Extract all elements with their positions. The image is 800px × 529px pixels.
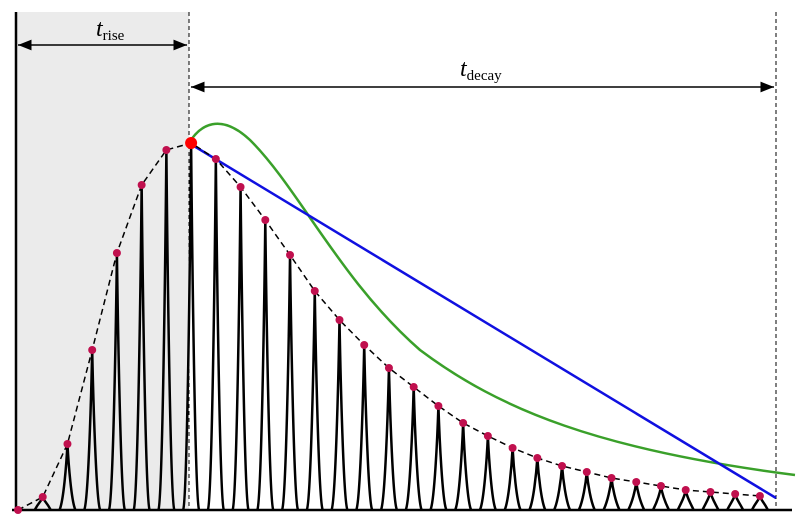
pulse (355, 344, 374, 511)
peak-dot-small (582, 468, 591, 476)
peak-dot-small (14, 506, 22, 514)
peak-dot-small (335, 316, 344, 324)
linear-fit (188, 141, 777, 500)
pulse (280, 254, 300, 511)
peak-dot-small (483, 432, 492, 440)
decay-symbol: t (460, 56, 468, 82)
rise-label: trise (96, 16, 125, 44)
pulses (14, 137, 770, 514)
peak-dot-small (656, 482, 665, 490)
pulse (627, 481, 646, 511)
pulse (528, 457, 547, 511)
peak-dot-small (434, 402, 443, 410)
peak-dot-small (360, 341, 369, 349)
peak-dot-small (236, 183, 245, 191)
pulse (503, 447, 522, 511)
rise-subscript: rise (103, 28, 125, 44)
peak-dot-small (681, 486, 690, 494)
peak-dot-small (112, 249, 121, 257)
pulse (404, 386, 423, 511)
peak-dot-small (63, 440, 72, 448)
rise-region (16, 12, 189, 510)
peak-dot-small (162, 146, 171, 154)
peak-dot-small (755, 492, 764, 500)
pulse (330, 319, 349, 511)
peak-dot-small (137, 181, 146, 189)
peak-dot-small (607, 474, 616, 482)
pulse (577, 471, 596, 511)
decay-subscript: decay (467, 68, 502, 84)
peak-dot-small (384, 364, 393, 372)
peak-dot (185, 137, 198, 149)
pulse (478, 435, 498, 511)
pulse (453, 422, 473, 511)
peak-dot-small (731, 490, 740, 498)
peak-dot-small (533, 454, 542, 462)
peak-dot-small (558, 462, 567, 470)
peak-dot-small (706, 488, 715, 496)
peak-dot-small (261, 216, 270, 224)
peak-dot-small (409, 383, 418, 391)
peak-dot-small (211, 155, 220, 163)
peak-dot-small (286, 251, 295, 259)
rise-symbol: t (96, 16, 104, 42)
pulse (231, 186, 250, 511)
pulse (206, 158, 226, 511)
pulse (305, 290, 324, 511)
fit-curve (187, 122, 796, 477)
decay-label: tdecay (460, 56, 502, 84)
pulse (602, 477, 621, 511)
peak-dot-small (459, 419, 468, 427)
peak-dot-small (508, 444, 517, 452)
peak-dot-small (632, 478, 641, 486)
peak-dot-small (310, 287, 319, 295)
peak-dot-small (38, 493, 47, 501)
pulse (429, 405, 448, 511)
peak-dot-small (88, 346, 97, 354)
pulse (379, 367, 399, 511)
pulse (552, 465, 572, 511)
pulse (256, 219, 275, 511)
